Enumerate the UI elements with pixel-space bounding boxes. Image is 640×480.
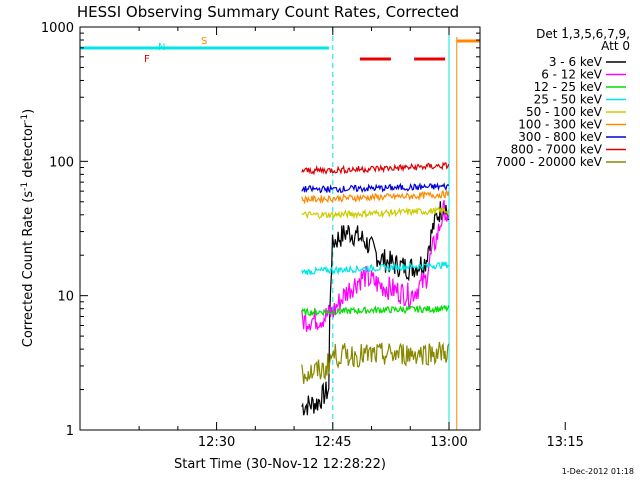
series-line: [635, 175, 640, 192]
series-line: [301, 161, 450, 176]
legend-label: 50 - 100 keV: [526, 105, 603, 119]
series-line: [301, 304, 450, 317]
y-axis-label: Corrected Count Rate (s-1 detector-1): [20, 109, 36, 347]
timestamp: 1-Dec-2012 01:18: [562, 467, 634, 476]
x-tick-label: 13:00: [430, 435, 467, 450]
series-line: [301, 182, 450, 194]
series-line: [301, 190, 450, 205]
series-line: [635, 112, 640, 415]
legend-label: 3 - 6 keV: [549, 55, 603, 69]
series-line: [635, 330, 640, 366]
series-line: [635, 146, 640, 163]
flag-label-N: N: [158, 42, 165, 53]
y-tick-label: 1000: [41, 21, 74, 36]
legend-label: 12 - 25 keV: [534, 80, 603, 94]
plot-frame: [79, 26, 481, 431]
x-tick-label: 12:30: [198, 435, 235, 450]
y-tick-label: 100: [49, 155, 74, 170]
series-line: [301, 261, 450, 276]
y-axis: 1 10 100 1000: [41, 21, 480, 439]
legend-label: 25 - 50 keV: [534, 93, 603, 107]
legend-header-line-2: Att 0: [601, 39, 630, 53]
legend-header-line-1: Det 1,3,5,6,7,9,: [536, 27, 630, 41]
plot-area: [80, 27, 640, 430]
series-line: [301, 200, 450, 332]
legend-label: 800 - 7000 keV: [511, 143, 603, 157]
chart-title: HESSI Observing Summary Count Rates, Cor…: [77, 3, 459, 21]
x-tick-label: 13:15: [546, 435, 583, 450]
series-line: [635, 294, 640, 308]
series-line: [635, 197, 640, 212]
series-line: [635, 111, 640, 297]
legend-label: 100 - 300 keV: [518, 118, 602, 132]
series-line: [301, 206, 450, 220]
series-line: [635, 250, 640, 264]
legend-label: 7000 - 20000 keV: [495, 155, 602, 169]
series-line: [635, 160, 640, 178]
flag-label-F: F: [144, 54, 150, 65]
y-tick-label: 1: [66, 424, 74, 439]
x-tick-label: 12:45: [314, 435, 351, 450]
legend-label: 300 - 800 keV: [518, 130, 602, 144]
flag-label-S: S: [201, 36, 207, 47]
x-axis-label: Start Time (30-Nov-12 12:28:22): [174, 457, 386, 472]
series-line: [301, 341, 450, 384]
legend-label: 6 - 12 keV: [541, 68, 603, 82]
y-tick-label: 10: [57, 290, 74, 305]
